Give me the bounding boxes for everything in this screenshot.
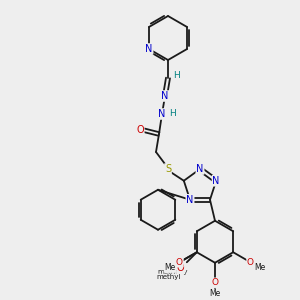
Text: O: O	[175, 260, 182, 269]
Text: Me: Me	[209, 289, 220, 298]
Text: O: O	[176, 258, 183, 267]
Text: H: H	[169, 109, 176, 118]
Text: O: O	[177, 263, 184, 273]
Text: N: N	[161, 91, 169, 101]
Text: N: N	[196, 164, 204, 174]
Text: O: O	[136, 125, 144, 135]
Text: methoxy: methoxy	[158, 269, 188, 275]
Text: N: N	[212, 176, 220, 186]
Text: N: N	[145, 44, 153, 54]
Text: O: O	[212, 278, 218, 287]
Text: methyl: methyl	[157, 274, 181, 280]
Text: Me: Me	[164, 263, 175, 272]
Text: Me: Me	[254, 263, 266, 272]
Text: O: O	[247, 258, 254, 267]
Text: N: N	[158, 109, 166, 119]
Text: S: S	[165, 164, 171, 174]
Text: N: N	[186, 195, 194, 205]
Text: H: H	[174, 70, 180, 80]
